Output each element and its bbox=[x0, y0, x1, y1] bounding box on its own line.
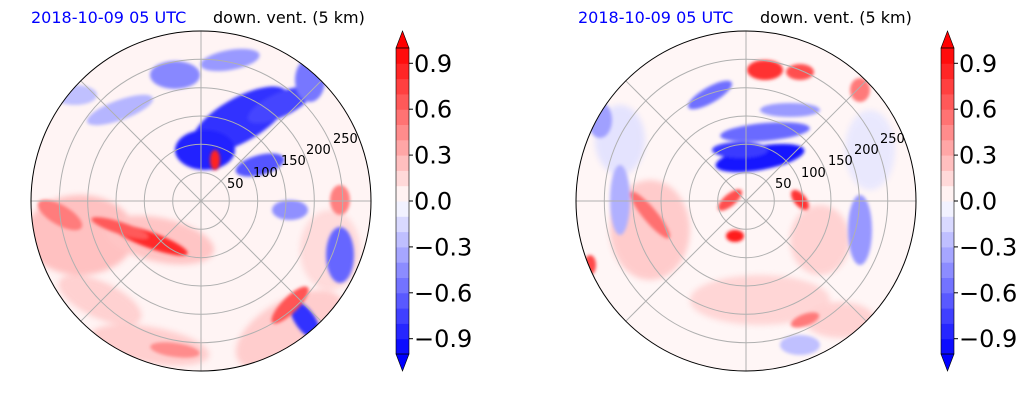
heatmap-field-left bbox=[31, 31, 371, 371]
colorbar-level bbox=[396, 170, 409, 187]
panel-title-right: down. vent. (5 km) bbox=[760, 8, 912, 27]
colorbar-tick-label: −0.6 bbox=[959, 279, 1017, 307]
colorbar-level bbox=[396, 63, 409, 80]
colorbar-level bbox=[396, 48, 409, 64]
polar-gridlines-right bbox=[576, 31, 916, 371]
colorbar-tick-label: 0.3 bbox=[959, 142, 997, 170]
colorbar-tick-label: −0.6 bbox=[414, 279, 472, 307]
colorbar-tick-label: 0.0 bbox=[414, 188, 452, 216]
radial-tick-label: 150 bbox=[828, 154, 853, 169]
colorbar-level bbox=[396, 201, 409, 217]
radial-tick-label: 50 bbox=[775, 177, 792, 192]
radial-tick-label: 250 bbox=[333, 132, 358, 147]
colorbar-level bbox=[941, 308, 954, 324]
colorbar-tick-label: 0.3 bbox=[414, 142, 452, 170]
colorbar-level bbox=[941, 139, 954, 156]
polar-frame-left bbox=[30, 30, 372, 372]
colorbar-level bbox=[396, 277, 409, 294]
colorbar-level bbox=[941, 155, 954, 171]
radial-tick-label: 50 bbox=[227, 177, 244, 192]
panel-title-left: 2018-10-09 05 UTC bbox=[578, 8, 733, 27]
colorbar-level bbox=[941, 338, 954, 355]
colorbar-tick-label: 0.0 bbox=[959, 188, 997, 216]
polar-panel-right: 2018-10-09 05 UTC down. vent. (5 km) bbox=[575, 8, 917, 372]
colorbar-tick-label: 0.9 bbox=[959, 50, 997, 78]
colorbar-extend-min bbox=[395, 353, 410, 372]
colorbar-level bbox=[396, 155, 409, 171]
colorbar-tick-label: −0.9 bbox=[414, 325, 472, 353]
colorbar-level bbox=[941, 277, 954, 294]
colorbar-level bbox=[941, 78, 954, 95]
heatmap-field-right bbox=[576, 31, 916, 371]
colorbar-level bbox=[396, 139, 409, 156]
colorbar-level bbox=[396, 124, 409, 141]
radial-tick-label: 100 bbox=[253, 166, 278, 181]
colorbar-tick-label: −0.9 bbox=[959, 325, 1017, 353]
colorbar-level bbox=[941, 124, 954, 141]
colorbar-level bbox=[941, 93, 954, 110]
colorbar-level bbox=[396, 216, 409, 233]
colorbar-level bbox=[396, 308, 409, 324]
radial-tick-label: 150 bbox=[281, 154, 306, 169]
colorbar-tick-label: −0.3 bbox=[414, 233, 472, 261]
colorbar-extend-max bbox=[940, 30, 955, 49]
colorbar-tick-label: 0.9 bbox=[414, 50, 452, 78]
colorbar-level bbox=[941, 109, 954, 125]
colorbar-level bbox=[396, 323, 409, 340]
colorbar-right: −0.9 −0.6 −0.3 0.0 0.3 0.6 0.9 bbox=[940, 30, 1017, 372]
colorbar-level bbox=[941, 323, 954, 340]
colorbar-level bbox=[941, 231, 954, 248]
colorbar-level bbox=[396, 109, 409, 125]
colorbar-level bbox=[396, 292, 409, 309]
colorbar-level bbox=[941, 185, 954, 202]
colorbar-level bbox=[396, 262, 409, 278]
colorbar-level bbox=[396, 338, 409, 355]
colorbar-level bbox=[941, 201, 954, 217]
colorbar-level bbox=[396, 185, 409, 202]
colorbar-level bbox=[396, 78, 409, 95]
panel-title-right: down. vent. (5 km) bbox=[213, 8, 365, 27]
colorbar-level bbox=[941, 63, 954, 80]
radial-tick-label: 200 bbox=[306, 143, 331, 158]
colorbar-tick-label: 0.6 bbox=[414, 96, 452, 124]
colorbar-level bbox=[941, 262, 954, 278]
colorbar-level bbox=[941, 292, 954, 309]
radial-tick-label: 250 bbox=[880, 132, 905, 147]
colorbar-tick-label: −0.3 bbox=[959, 233, 1017, 261]
polar-frame-right bbox=[575, 30, 917, 372]
colorbar-extend-min bbox=[940, 353, 955, 372]
colorbar-level bbox=[941, 170, 954, 187]
colorbar-level bbox=[396, 231, 409, 248]
polar-panel-left: 2018-10-09 05 UTC down. vent. (5 km) bbox=[30, 8, 372, 372]
colorbar-tick-label: 0.6 bbox=[959, 96, 997, 124]
radial-tick-label: 200 bbox=[854, 143, 879, 158]
colorbar-level bbox=[941, 48, 954, 64]
colorbar-level bbox=[941, 216, 954, 233]
colorbar-level bbox=[396, 246, 409, 263]
panel-title-left: 2018-10-09 05 UTC bbox=[31, 8, 186, 27]
colorbar-left: −0.9 −0.6 −0.3 0.0 0.3 0.6 0.9 bbox=[395, 30, 472, 372]
radial-tick-label: 100 bbox=[801, 166, 826, 181]
colorbar-level bbox=[941, 246, 954, 263]
polar-gridlines-left bbox=[31, 31, 371, 371]
colorbar-extend-max bbox=[395, 30, 410, 49]
colorbar-level bbox=[396, 93, 409, 110]
